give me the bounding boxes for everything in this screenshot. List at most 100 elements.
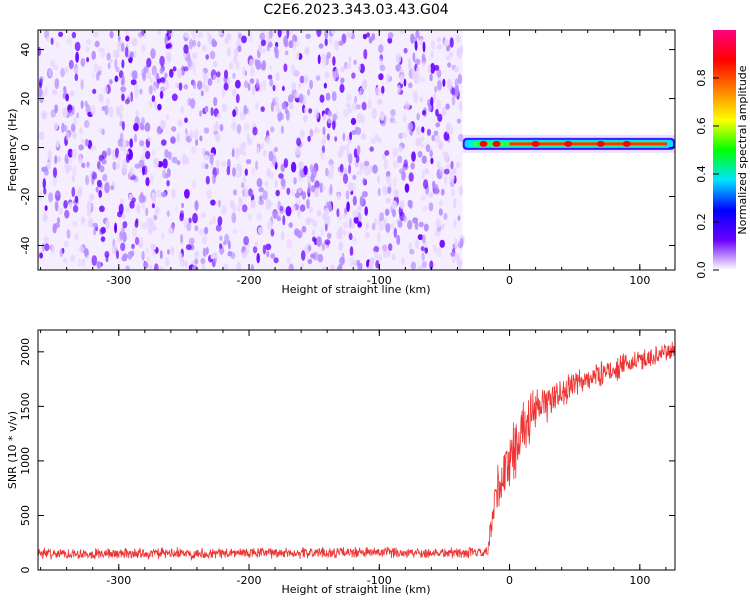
noise-blob <box>96 261 102 269</box>
noise-blob <box>421 126 425 133</box>
noise-blob <box>315 186 319 197</box>
noise-blob <box>457 73 463 85</box>
noise-blob <box>131 197 136 203</box>
noise-blob <box>80 100 84 109</box>
noise-blob <box>154 210 158 217</box>
noise-blob <box>390 223 395 229</box>
noise-blob <box>141 222 147 230</box>
noise-blob <box>72 205 79 213</box>
signal-bright-spot <box>492 140 501 147</box>
noise-blob <box>324 38 328 47</box>
noise-blob <box>433 92 437 102</box>
noise-blob <box>38 78 43 87</box>
noise-blob <box>388 243 393 252</box>
noise-blob <box>451 95 456 106</box>
noise-blob <box>328 200 332 208</box>
noise-blob <box>194 200 199 211</box>
noise-blob <box>159 67 164 74</box>
noise-blob <box>115 66 120 73</box>
noise-blob <box>134 236 140 246</box>
noise-blob <box>422 110 426 116</box>
noise-blob <box>453 200 456 209</box>
noise-blob <box>114 222 118 234</box>
noise-blob <box>216 76 221 84</box>
noise-blob <box>418 38 425 46</box>
noise-blob <box>448 51 454 58</box>
noise-blob <box>139 122 144 130</box>
noise-blob <box>414 40 418 51</box>
noise-blob <box>332 120 336 131</box>
noise-blob <box>330 163 334 170</box>
noise-blob <box>106 52 111 61</box>
noise-blob <box>327 171 334 179</box>
spectrogram-x-tick-label: 0 <box>506 274 513 287</box>
noise-blob <box>171 188 176 199</box>
noise-blob <box>102 173 108 182</box>
noise-blob <box>424 247 429 254</box>
noise-blob <box>441 223 445 230</box>
noise-blob <box>188 217 192 224</box>
noise-blob <box>55 41 60 48</box>
noise-blob <box>419 76 425 83</box>
noise-blob <box>224 263 228 270</box>
noise-blob <box>129 200 135 209</box>
noise-blob <box>267 220 273 231</box>
noise-blob <box>454 237 458 249</box>
noise-blob <box>104 251 110 258</box>
noise-blob <box>62 107 68 118</box>
noise-blob <box>445 55 451 61</box>
noise-blob <box>324 239 331 246</box>
snr-x-tick-label: 100 <box>629 574 650 587</box>
noise-blob <box>200 90 204 97</box>
noise-blob <box>106 98 111 105</box>
noise-blob <box>43 214 49 221</box>
noise-blob <box>198 228 205 236</box>
noise-blob <box>446 81 452 90</box>
noise-blob <box>308 108 313 114</box>
noise-blob <box>270 126 275 133</box>
noise-blob <box>161 191 167 198</box>
noise-blob <box>258 187 265 193</box>
noise-blob <box>85 175 90 186</box>
noise-blob <box>207 34 213 45</box>
noise-blob <box>303 74 308 84</box>
noise-blob <box>149 173 154 184</box>
noise-blob <box>247 31 253 42</box>
noise-blob <box>322 266 327 270</box>
noise-blob <box>368 165 374 173</box>
noise-blob <box>293 177 297 185</box>
noise-blob <box>356 259 361 267</box>
noise-blob <box>41 110 48 119</box>
noise-blob <box>455 35 461 43</box>
noise-blob <box>252 246 258 254</box>
noise-blob <box>391 253 396 261</box>
noise-blob <box>354 95 358 104</box>
noise-blob <box>194 258 199 265</box>
noise-blob <box>197 41 201 48</box>
noise-blob <box>262 150 267 157</box>
noise-blob <box>86 57 90 63</box>
noise-blob <box>62 257 68 264</box>
noise-blob <box>303 107 307 113</box>
noise-blob <box>67 165 73 172</box>
noise-blob <box>418 221 424 228</box>
noise-blob <box>64 66 69 74</box>
noise-blob <box>260 143 264 150</box>
noise-blob <box>175 205 178 212</box>
noise-blob <box>291 81 296 91</box>
noise-blob <box>310 253 317 259</box>
noise-blob <box>184 32 189 38</box>
colorbar-tick-label: 0.2 <box>695 213 708 231</box>
noise-blob <box>438 140 444 150</box>
noise-blob <box>295 146 301 156</box>
noise-blob <box>416 66 420 73</box>
noise-blob <box>254 58 258 66</box>
noise-blob <box>232 202 236 213</box>
noise-blob <box>44 86 48 96</box>
noise-blob <box>44 205 48 212</box>
noise-blob <box>202 69 206 81</box>
noise-blob <box>308 217 314 223</box>
noise-blob <box>243 104 248 116</box>
noise-blob <box>186 222 192 232</box>
noise-blob <box>281 30 287 34</box>
